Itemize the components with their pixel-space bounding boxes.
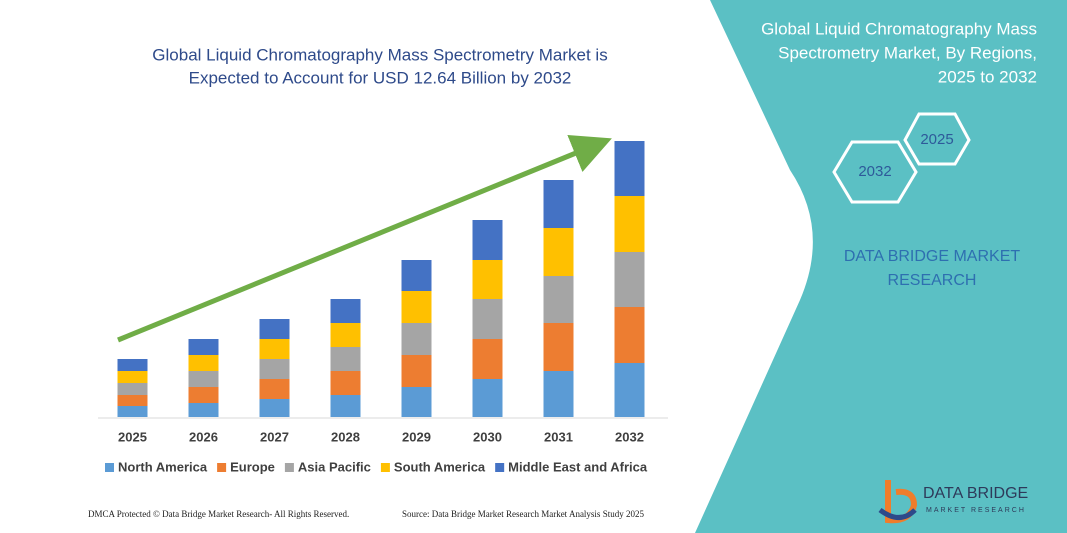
legend-label: Middle East and Africa [508,459,648,474]
chart-title: Expected to Account for USD 12.64 Billio… [189,68,572,87]
logo-tagline: MARKET RESEARCH [926,507,1026,514]
chart-title: Global Liquid Chromatography Mass Spectr… [152,45,607,64]
bar-segment [472,339,503,379]
footer-right: Source: Data Bridge Market Research Mark… [402,509,644,519]
legend-label: Europe [230,459,275,474]
logo: DATA BRIDGE MARKET RESEARCH [878,480,1028,524]
bar-segment [188,371,219,387]
legend-label: North America [118,459,208,474]
bar-segment [188,403,219,417]
bar-segment [543,228,574,276]
legend-swatch [284,463,294,472]
trend-arrow [117,134,612,343]
bar-segment [259,379,290,399]
plot: 2025 2026 2027 2028 2029 2030 2031 2032 [117,141,645,444]
bar-segment [117,383,148,395]
legend-label: Asia Pacific [298,459,371,474]
bar-segment [259,399,290,417]
bar-segment [259,319,290,339]
panel-title: Global Liquid Chromatography Mass [761,19,1037,38]
bar-segment [117,359,148,371]
side-panel [695,0,1067,533]
hexagon [903,112,971,166]
legend-swatch [495,463,505,472]
bar-segment [472,220,503,260]
hex-label: 2025 [920,131,953,148]
bar-segment [472,299,503,339]
bar-segment [330,299,361,323]
bar-segment [614,307,645,363]
bar-segment [188,387,219,403]
bar-segment [330,395,361,417]
bar-segment [188,355,219,371]
bar-segment [472,379,503,417]
footer-left: DMCA Protected © Data Bridge Market Rese… [88,509,349,519]
x-tick-label: 2031 [544,429,573,444]
bar-segment [543,323,574,371]
bar-segment [614,363,645,417]
bar-segment [401,291,432,323]
bar-segment [401,260,432,291]
legend-label: South America [394,459,486,474]
logo-mark [885,480,918,524]
bar-segment [330,371,361,395]
bar-segment [472,260,503,299]
x-tick-label: 2029 [402,429,431,444]
bar-segment [259,359,290,379]
x-tick-label: 2030 [473,429,502,444]
hexagon [832,140,918,204]
brand-text: RESEARCH [888,272,977,289]
brand-text: DATA BRIDGE MARKET [844,248,1021,265]
x-tick-label: 2032 [615,429,644,444]
x-tick-label: 2028 [331,429,360,444]
panel-title: 2025 to 2032 [938,67,1037,86]
bar-segment [614,196,645,252]
bar-segment [543,180,574,228]
x-tick-label: 2027 [260,429,289,444]
hex-label: 2032 [858,163,891,180]
x-tick-label: 2025 [118,429,147,444]
bar-segment [401,355,432,387]
logo-name: DATA BRIDGE [923,485,1028,502]
bar-segment [117,371,148,383]
bar-segment [543,276,574,323]
bar-segment [330,323,361,347]
bar-segment [117,395,148,406]
bar-segment [614,141,645,196]
bar-segment [401,387,432,417]
logo-mark [878,507,917,520]
legend: North America Europe Asia Pacific South Ame… [105,459,648,474]
bar-segment [543,371,574,417]
bar-segment [330,347,361,371]
legend-swatch [380,463,390,472]
x-tick-label: 2026 [189,429,218,444]
legend-swatch [105,463,114,472]
bar-segment [401,323,432,355]
panel-title: Spectrometry Market, By Regions, [778,43,1037,62]
bar-segment [259,339,290,359]
bar-segment [614,252,645,307]
legend-swatch [217,463,227,472]
bar-segment [117,406,148,417]
bar-segment [188,339,219,355]
